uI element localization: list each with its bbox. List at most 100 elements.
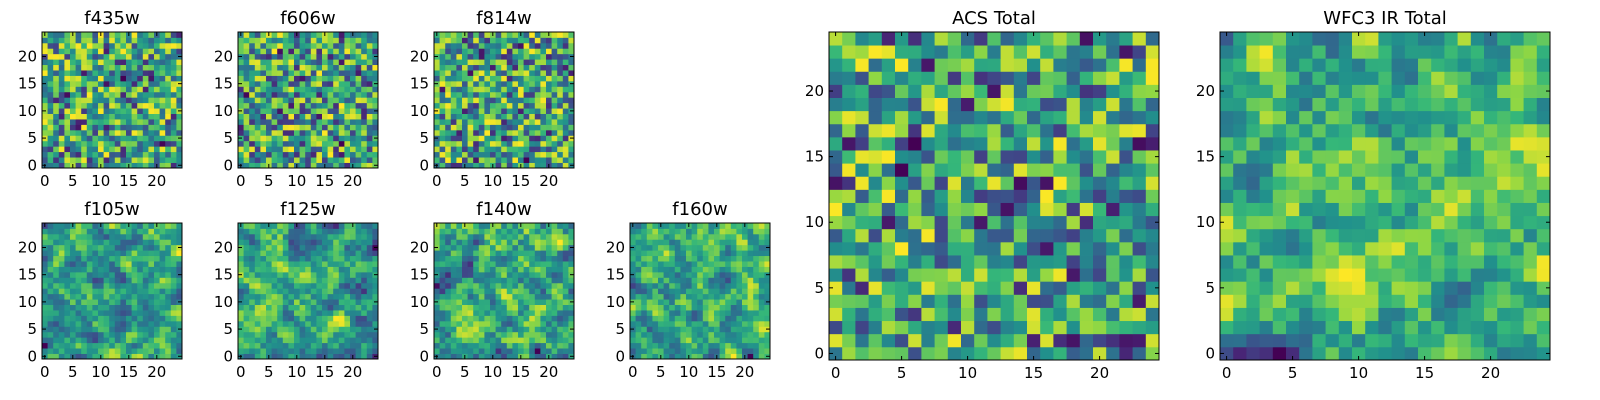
heatmap-cell [366,75,373,82]
heatmap-cell [630,255,636,262]
heatmap-cell [316,140,323,147]
heatmap-cell [271,271,278,278]
heatmap-cell [243,53,250,60]
heatmap-cell [338,37,345,44]
heatmap-cell [42,228,48,235]
heatmap-cell [445,37,452,44]
heatmap-cell [64,342,71,349]
heatmap-cell [434,42,440,49]
heatmap-cell [725,271,732,278]
heatmap-cell [288,135,295,142]
heatmap-cell [322,282,328,289]
heatmap-cell [529,320,536,327]
heatmap-cell [266,75,272,82]
heatmap-cell [456,37,463,44]
heatmap-cell [53,331,60,338]
heatmap-cell [53,261,60,267]
heatmap-cell [450,250,457,257]
heatmap-cell [159,113,166,120]
heatmap-cell [271,48,278,55]
heatmap-cell [641,233,648,240]
heatmap-cell [81,326,88,333]
heatmap-cell [333,151,340,158]
heatmap-cell [674,326,681,333]
heatmap-cell [58,48,65,55]
heatmap-cell [310,48,317,55]
heatmap-cell [333,42,340,49]
heatmap-cell [165,75,172,82]
heatmap-cell [1119,333,1133,348]
heatmap-cell [686,337,692,344]
heatmap-cell [557,59,564,66]
heatmap-cell [546,348,552,354]
heatmap-cell [512,162,519,169]
heatmap-cell [86,42,93,49]
heatmap-cell [456,146,463,153]
heatmap-cell [753,331,760,338]
heatmap-cell [322,119,328,125]
heatmap-cell [512,75,519,82]
heatmap-cell [260,86,267,93]
heatmap-cell [109,162,116,169]
heatmap-cell [512,299,519,305]
heatmap-cell [103,37,110,44]
heatmap-cell [333,250,340,257]
heatmap-cell [333,113,340,120]
heatmap-cell [478,320,485,327]
heatmap-cell [730,337,737,344]
heatmap-cell [249,266,256,273]
heatmap-cell [361,140,368,147]
heatmap-cell [148,70,155,76]
heatmap-cell [484,223,491,229]
heatmap-cell [568,288,575,295]
heatmap-cell [1040,307,1054,322]
heatmap-cell [305,310,312,316]
heatmap-cell [142,64,149,71]
heatmap-cell [663,353,670,360]
heatmap-cell [322,86,328,93]
heatmap-cell [764,282,771,289]
heatmap-cell [120,113,127,120]
heatmap-cell [243,48,250,55]
heatmap-cell [445,59,452,66]
heatmap-cell [1079,255,1094,269]
heatmap-cell [109,86,116,93]
heatmap-cell [154,310,160,316]
heatmap-cell [512,304,519,311]
heatmap-cell [557,304,564,311]
heatmap-cell [484,342,491,349]
heatmap-cell [434,228,440,235]
heatmap-cell [658,233,664,240]
heatmap-cell [450,64,457,71]
heatmap-cell [238,113,244,120]
heatmap-cell [114,288,121,295]
heatmap-cell [495,119,502,125]
heatmap-cell [350,244,356,251]
heatmap-cell [736,277,743,284]
heatmap-cell [540,86,547,93]
heatmap-cell [467,97,474,104]
heatmap-cell [702,223,709,229]
x-tick-label: 20 [147,172,166,190]
heatmap-cell [1093,215,1107,230]
heatmap-cell [75,146,82,153]
heatmap-cell [109,277,116,284]
heatmap-cell [355,140,362,147]
heatmap-cell [103,293,110,300]
heatmap-cell [697,244,704,251]
heatmap-cell [568,337,575,344]
heatmap-cell [473,70,480,76]
heatmap-cell [254,223,261,229]
heatmap-cell [1053,163,1067,177]
heatmap-cell [730,331,737,338]
heatmap-cell [243,282,250,289]
heatmap-cell [64,326,71,333]
heatmap-cell [557,119,564,125]
heatmap-cell [254,162,261,169]
heatmap-cell [855,333,869,348]
heatmap-cell [450,129,457,136]
heatmap-cell [462,75,468,82]
heatmap-cell [478,282,485,289]
heatmap-cell [355,157,362,163]
heatmap-cell [495,293,502,300]
